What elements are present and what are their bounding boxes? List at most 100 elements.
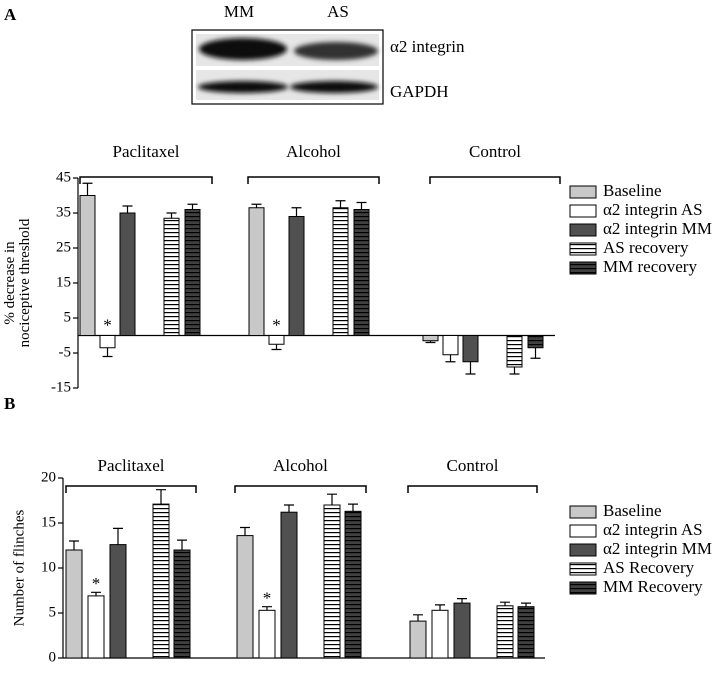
error-bar [240, 526, 250, 536]
legend-label: MM recovery [603, 257, 697, 276]
error-bar [122, 205, 133, 213]
legend-swatch [569, 505, 597, 519]
legend-swatch [569, 524, 597, 538]
error-bar [284, 504, 294, 513]
significance-marker: * [272, 315, 281, 334]
y-tick-label: 5 [64, 309, 72, 325]
y-tick-label: 5 [49, 604, 57, 620]
bar [280, 511, 298, 659]
legend-swatch [569, 185, 597, 199]
legend-swatch [569, 242, 597, 256]
error-bar [113, 527, 123, 545]
bar [431, 609, 449, 659]
y-tick-label: 25 [56, 239, 71, 255]
bar [288, 216, 305, 336]
group-label: Control [469, 142, 521, 161]
error-bar [457, 598, 467, 604]
legend-swatch [569, 261, 597, 275]
error-bar [445, 354, 456, 363]
group-label: Alcohol [286, 142, 341, 161]
bar [65, 549, 83, 659]
y-tick-label: 15 [41, 514, 56, 530]
y-tick-label: -15 [51, 379, 71, 395]
group-label: Paclitaxel [112, 142, 179, 161]
bar [332, 207, 349, 336]
group-bracket [65, 485, 197, 493]
bar [163, 217, 180, 336]
bar [506, 335, 523, 368]
error-bar [335, 200, 346, 208]
legend-label: Baseline [603, 181, 662, 200]
bar [109, 544, 127, 659]
legend-label: α2 integrin AS [603, 520, 703, 539]
bar [517, 606, 535, 659]
error-bar [327, 493, 337, 505]
group-label: Control [447, 456, 499, 475]
legend-swatch [569, 204, 597, 218]
group-bracket [79, 176, 213, 184]
legend-swatch [569, 223, 597, 237]
error-bar [251, 203, 262, 208]
bar [119, 212, 136, 336]
group-bracket [407, 485, 538, 493]
error-bar [69, 540, 79, 550]
y-axis-label: nociceptive threshold [17, 218, 33, 347]
blot-lane-label: AS [327, 2, 349, 21]
error-bar [413, 614, 423, 622]
bar [453, 602, 471, 659]
error-bar [102, 347, 113, 358]
bar [258, 609, 276, 659]
error-bar [521, 602, 531, 607]
group-bracket [429, 176, 561, 184]
error-bar [291, 207, 302, 217]
bar [99, 335, 116, 349]
bar [527, 335, 544, 349]
legend-label: Baseline [603, 501, 662, 520]
blot-band-label: α2 integrin [390, 37, 465, 56]
y-tick-label: 0 [49, 649, 57, 665]
error-bar [348, 503, 358, 512]
bar [442, 335, 459, 356]
error-bar [262, 606, 272, 611]
blot [191, 29, 384, 105]
panel-label: B [4, 394, 15, 413]
blot-band-label: GAPDH [390, 82, 449, 101]
error-bar [166, 212, 177, 219]
error-bar [187, 203, 198, 210]
y-axis-label: Number of flinches [11, 510, 27, 627]
bar [422, 335, 439, 342]
legend-label: AS Recovery [603, 558, 695, 577]
legend-swatch [569, 581, 597, 595]
y-axis-label: % decrease in [2, 241, 18, 325]
error-bar [500, 601, 510, 606]
bar [268, 335, 285, 345]
y-tick-label: 20 [41, 469, 56, 485]
legend-label: α2 integrin MM [603, 219, 712, 238]
error-bar [271, 344, 282, 351]
bar [173, 549, 191, 659]
error-bar [425, 340, 436, 344]
y-tick-label: 15 [56, 274, 71, 290]
y-tick-label: 35 [56, 204, 71, 220]
bar [462, 335, 479, 363]
bar [248, 207, 265, 336]
group-bracket [247, 176, 380, 184]
group-bracket [234, 485, 367, 493]
legend-swatch [569, 562, 597, 576]
error-bar [91, 591, 101, 596]
significance-marker: * [103, 315, 112, 334]
error-bar [156, 489, 166, 505]
error-bar [177, 539, 187, 550]
legend-swatch [569, 543, 597, 557]
significance-marker: * [92, 574, 101, 593]
error-bar [509, 367, 520, 375]
bar [79, 195, 96, 336]
significance-marker: * [263, 589, 272, 608]
error-bar [435, 604, 445, 611]
legend-label: MM Recovery [603, 577, 703, 596]
error-bar [465, 361, 476, 375]
group-label: Alcohol [273, 456, 328, 475]
bar [496, 605, 514, 659]
y-tick-label: -5 [59, 344, 72, 360]
